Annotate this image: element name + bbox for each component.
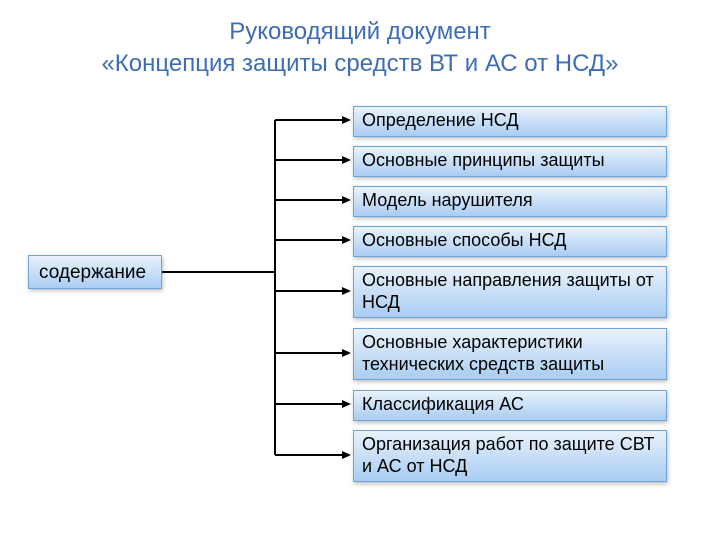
leaf-node: Основные направления защиты от НСД	[353, 266, 667, 318]
title-line-1: Руководящий документ	[0, 16, 720, 48]
page-title: Руководящий документ «Концепция защиты с…	[0, 0, 720, 81]
leaf-node: Определение НСД	[353, 106, 667, 137]
leaf-node: Организация работ по защите СВТ и АС от …	[353, 430, 667, 482]
leaf-node-label: Классификация АС	[362, 394, 524, 414]
leaf-node: Основные способы НСД	[353, 226, 667, 257]
leaf-node-label: Основные способы НСД	[362, 230, 566, 250]
root-node: содержание	[28, 255, 162, 289]
root-node-label: содержание	[39, 262, 146, 283]
leaf-node: Основные характеристики технических сред…	[353, 328, 667, 380]
leaf-node: Классификация АС	[353, 390, 667, 421]
leaf-node-label: Основные принципы защиты	[362, 150, 605, 170]
leaf-node-label: Основные направления защиты от НСД	[362, 270, 654, 312]
leaf-node: Модель нарушителя	[353, 186, 667, 217]
leaf-node-label: Модель нарушителя	[362, 190, 533, 210]
leaf-node-label: Основные характеристики технических сред…	[362, 332, 604, 374]
leaf-node-label: Определение НСД	[362, 110, 519, 130]
title-line-2: «Концепция защиты средств ВТ и АС от НСД…	[0, 48, 720, 80]
leaf-node: Основные принципы защиты	[353, 146, 667, 177]
leaf-node-label: Организация работ по защите СВТ и АС от …	[362, 434, 655, 476]
